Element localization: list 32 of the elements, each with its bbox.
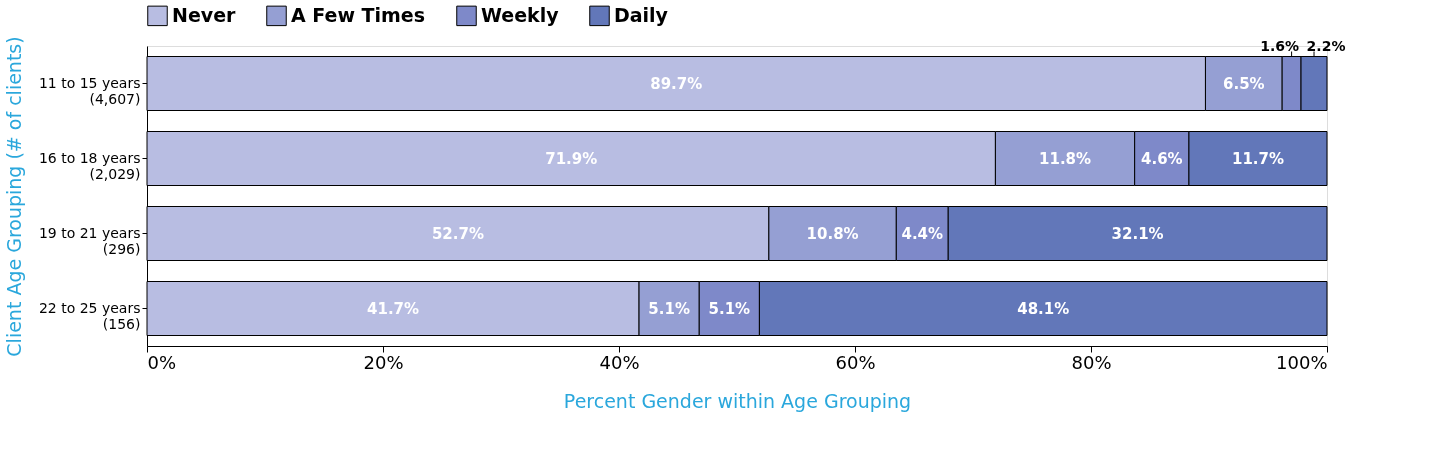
- data-label: 4.4%: [901, 224, 944, 243]
- y-tick-label: 22 to 25 years (156): [38, 299, 141, 332]
- data-label: 41.7%: [367, 299, 420, 318]
- data-label: 48.1%: [1017, 299, 1070, 318]
- data-label: 52.7%: [431, 224, 484, 243]
- data-label: 4.6%: [1141, 149, 1183, 168]
- data-label: 11.7%: [1231, 149, 1284, 168]
- y-tick-label: 11 to 15 years (4,607): [38, 74, 141, 107]
- data-label: 6.5%: [1223, 74, 1265, 93]
- data-label: 2.2%: [1306, 37, 1346, 54]
- data-label: 5.1%: [648, 299, 690, 318]
- legend-label: A Few Times: [291, 3, 426, 26]
- x-tick-label: 100%: [1276, 351, 1328, 373]
- data-label: 32.1%: [1111, 224, 1164, 243]
- legend-label: Daily: [614, 3, 669, 26]
- legend-label: Weekly: [481, 3, 560, 26]
- y-tick-label: 16 to 18 years (2,029): [38, 149, 141, 182]
- y-tick-label: 19 to 21 years (296): [38, 224, 141, 257]
- data-label: 10.8%: [806, 224, 859, 243]
- x-tick-label: 20%: [363, 351, 404, 373]
- x-tick-label: 0%: [147, 351, 177, 373]
- x-tick-label: 80%: [1071, 351, 1112, 373]
- x-axis-title: Percent Gender within Age Grouping: [563, 389, 912, 412]
- legend-label: Never: [172, 3, 237, 26]
- x-tick-label: 60%: [835, 351, 876, 373]
- x-tick-label: 40%: [599, 351, 640, 373]
- data-label: 1.6%: [1260, 37, 1300, 54]
- data-label: 89.7%: [650, 74, 703, 93]
- data-label: 5.1%: [708, 299, 751, 318]
- data-label: 71.9%: [545, 149, 598, 168]
- data-label: 11.8%: [1039, 149, 1092, 168]
- y-axis-title: Client Age Grouping (# of clients): [2, 36, 25, 357]
